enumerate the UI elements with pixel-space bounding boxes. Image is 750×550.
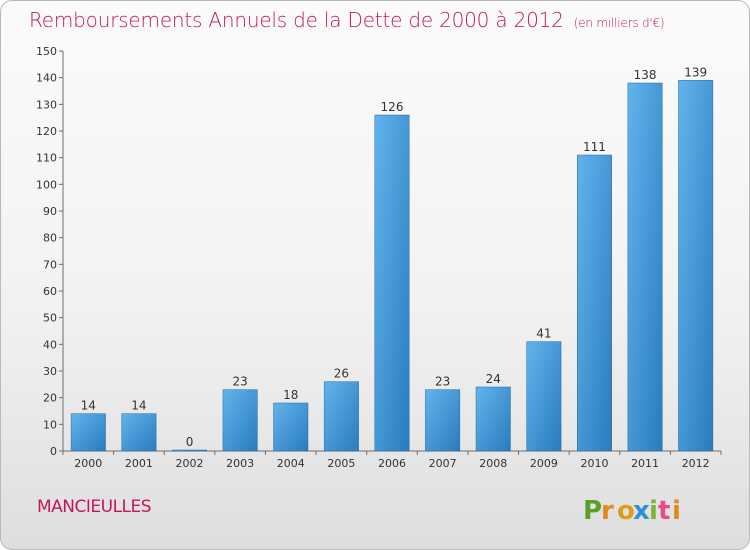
data-label: 14 [81,399,96,413]
x-tick-label: 2011 [631,457,659,470]
data-label: 139 [684,65,707,79]
logo-letter: i [649,496,658,526]
y-tick-label: 30 [43,365,57,378]
data-label: 126 [381,100,404,114]
x-tick-label: 2010 [580,457,608,470]
proxiti-logo: Pr ox i t i [583,496,681,526]
y-tick-label: 120 [36,125,57,138]
axes: 0102030405060708090100110120130140150200… [36,45,722,470]
y-tick-label: 50 [43,312,57,325]
bar-2006 [374,114,410,452]
data-labels: 14 14 0 23 18 26 126 23 24 41 111 138 139 [81,65,707,449]
data-label: 0 [186,435,194,449]
y-tick-label: 40 [43,338,57,351]
chart-title-block: Remboursements Annuels de la Dette de 20… [29,8,665,32]
data-label: 138 [634,68,657,82]
y-tick-label: 140 [36,72,57,85]
x-tick-label: 2007 [429,457,457,470]
y-tick-label: 90 [43,205,57,218]
bar-2003 [222,389,258,452]
bar-2004 [273,402,309,452]
y-tick-label: 10 [43,418,57,431]
bar-2011 [627,82,663,452]
y-tick-label: 20 [43,392,57,405]
x-tick-label: 2001 [125,457,153,470]
y-tick-label: 0 [50,445,57,458]
chart-title: Remboursements Annuels de la Dette de 20… [29,8,564,32]
bar-2001 [121,413,157,452]
y-tick-label: 80 [43,232,57,245]
data-label: 18 [283,388,298,402]
x-tick-label: 2000 [74,457,102,470]
data-label: 23 [435,375,450,389]
bar-2010 [577,154,612,452]
y-tick-label: 100 [36,178,57,191]
y-tick-label: 130 [36,98,57,111]
data-label: 41 [536,327,551,341]
logo-letter: x [633,496,650,526]
bar-2000 [70,413,106,452]
bar-2002 [172,449,207,452]
data-label: 24 [486,372,501,386]
logo-letter: o [617,496,635,526]
commune-name: MANCIEULLES [37,497,152,517]
logo-letter: r [601,496,614,526]
bar-2009 [526,341,562,452]
bar-2007 [425,389,461,452]
x-tick-label: 2004 [277,457,305,470]
y-tick-label: 150 [36,45,57,58]
data-label: 111 [583,140,606,154]
x-tick-label: 2012 [682,457,710,470]
x-tick-label: 2006 [378,457,406,470]
y-tick-label: 110 [36,152,57,165]
bar-2005 [323,381,359,452]
data-label: 26 [334,367,349,381]
chart-subtitle: (en milliers d'€) [573,16,665,30]
x-tick-label: 2005 [327,457,355,470]
bars [70,80,714,452]
y-tick-label: 60 [43,285,57,298]
logo-letter: t [658,496,670,526]
bar-2012 [678,80,714,452]
bar-2008 [475,386,511,452]
logo-letter: P [583,496,602,526]
logo-letter: i [672,496,681,526]
x-tick-label: 2003 [226,457,254,470]
data-label: 23 [233,375,248,389]
y-tick-label: 70 [43,258,57,271]
x-tick-label: 2002 [176,457,204,470]
x-tick-label: 2009 [530,457,558,470]
data-label: 14 [131,399,146,413]
x-tick-label: 2008 [479,457,507,470]
